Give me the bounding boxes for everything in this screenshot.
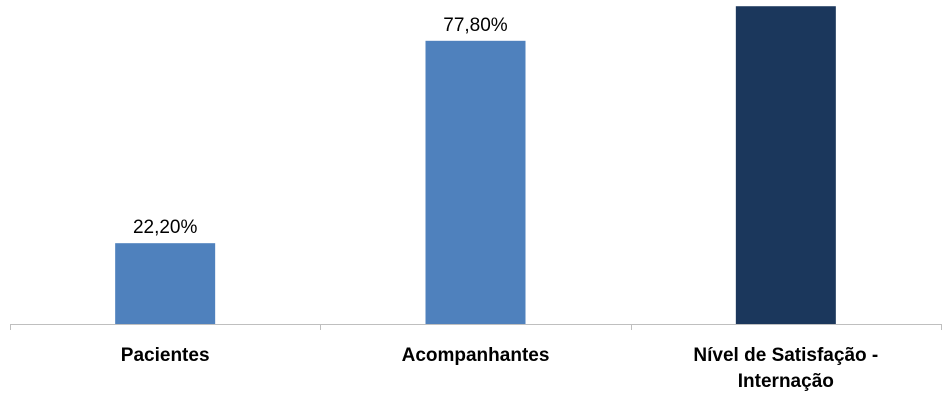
- category-label: Pacientes: [121, 345, 210, 366]
- bar: [115, 243, 216, 324]
- data-label: 22,20%: [133, 217, 198, 238]
- data-label: 77,80%: [443, 15, 508, 36]
- category-label: Internação: [738, 371, 834, 392]
- category-label: Acompanhantes: [402, 345, 550, 366]
- bar: [735, 6, 836, 325]
- value-labels-group: 22,20% 77,80% 87,30%: [133, 0, 818, 238]
- category-label: Nível de Satisfação -: [693, 345, 878, 366]
- data-label: 87,30%: [754, 0, 819, 1]
- bars-group: [115, 6, 836, 325]
- x-axis: [10, 324, 942, 330]
- category-labels-group: Pacientes Acompanhantes Nível de Satisfaçã…: [121, 345, 878, 392]
- bar: [425, 40, 526, 325]
